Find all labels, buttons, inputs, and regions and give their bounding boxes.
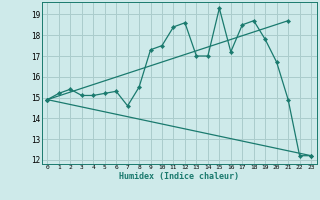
X-axis label: Humidex (Indice chaleur): Humidex (Indice chaleur)	[119, 172, 239, 181]
